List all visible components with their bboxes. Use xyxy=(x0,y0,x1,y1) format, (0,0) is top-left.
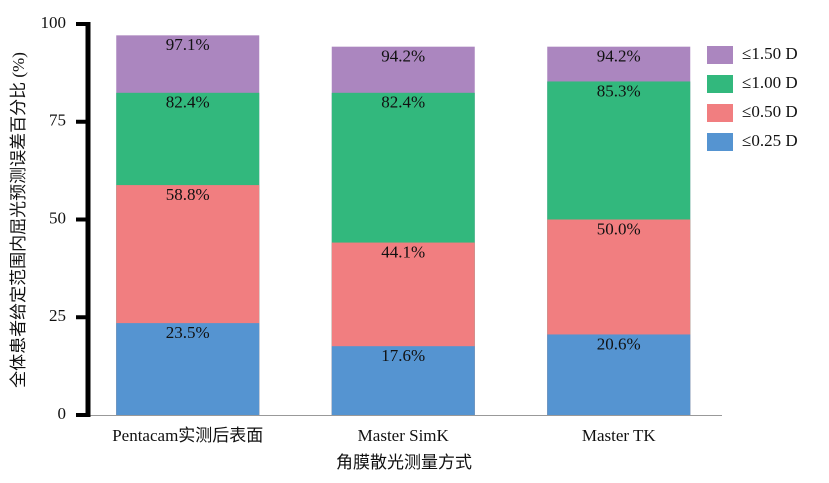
data-label: 94.2% xyxy=(381,47,425,66)
legend-label: ≤0.25 D xyxy=(742,131,798,150)
data-label: 17.6% xyxy=(381,346,425,365)
data-label: 82.4% xyxy=(166,93,210,112)
y-tick-label: 0 xyxy=(58,404,67,423)
legend-swatch xyxy=(707,133,733,151)
legend-swatch xyxy=(707,104,733,122)
data-label: 97.1% xyxy=(166,35,210,54)
legend-label: ≤1.00 D xyxy=(742,73,798,92)
legend-label: ≤1.50 D xyxy=(742,44,798,63)
y-tick-label: 75 xyxy=(49,111,66,130)
data-label: 58.8% xyxy=(166,185,210,204)
data-label: 44.1% xyxy=(381,242,425,261)
x-tick-label: Master TK xyxy=(582,426,657,445)
bar xyxy=(116,323,260,415)
y-tick-label: 50 xyxy=(49,208,66,227)
x-tick-label: Master SimK xyxy=(358,426,450,445)
x-tick-label: Pentacam实测后表面 xyxy=(112,426,263,445)
data-label: 94.2% xyxy=(597,47,641,66)
data-label: 82.4% xyxy=(381,93,425,112)
legend-swatch xyxy=(707,46,733,64)
data-label: 20.6% xyxy=(597,334,641,353)
data-label: 23.5% xyxy=(166,323,210,342)
data-label: 50.0% xyxy=(597,219,641,238)
y-axis-title: 全体患者给定范围内屈光预测误差百分比 (%) xyxy=(9,52,28,388)
bar xyxy=(331,346,475,415)
legend-swatch xyxy=(707,75,733,93)
y-tick-label: 100 xyxy=(41,13,67,32)
legend-label: ≤0.50 D xyxy=(742,102,798,121)
bar xyxy=(547,334,691,415)
x-axis-title: 角膜散光测量方式 xyxy=(336,453,472,472)
data-label: 85.3% xyxy=(597,81,641,100)
y-tick-label: 25 xyxy=(49,306,66,325)
